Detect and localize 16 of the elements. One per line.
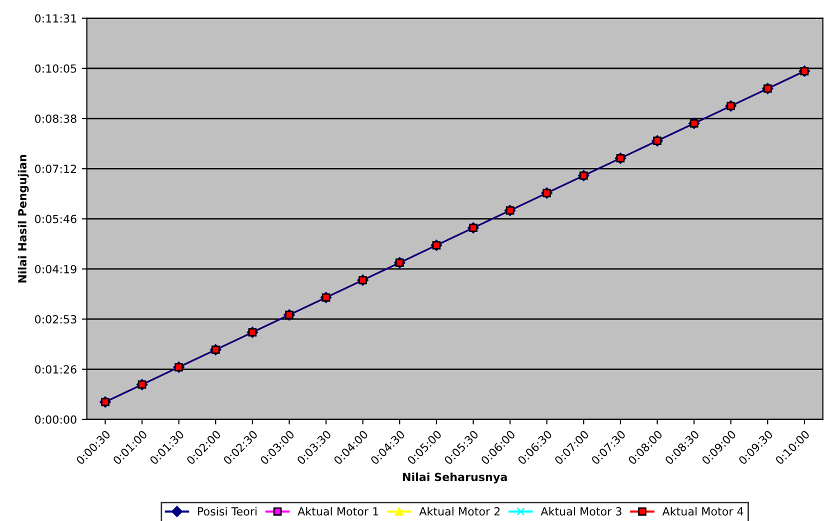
legend-label: Aktual Motor 4: [662, 506, 744, 516]
y-tick-label: 0:11:31: [35, 14, 76, 23]
legend-label: Posisi Teori: [198, 506, 257, 516]
legend-label: Aktual Motor 1: [298, 506, 378, 516]
legend-label: Aktual Motor 2: [419, 506, 500, 516]
y-tick-label: 0:10:05: [35, 64, 76, 73]
y-tick-label: 0:05:46: [35, 214, 76, 224]
y-tick-label: 0:04:19: [35, 264, 76, 274]
y-tick-label: 0:08:38: [35, 114, 76, 123]
y-tick-label: 0:00:00: [35, 415, 76, 424]
y-axis-title: Nilai Hasil Pengujian: [18, 154, 29, 283]
y-tick-label: 0:07:12: [35, 164, 76, 174]
x-axis-title: Nilai Seharusnya: [403, 472, 507, 484]
legend-label: Aktual Motor 3: [540, 506, 622, 516]
y-tick-label: 0:01:26: [35, 365, 76, 374]
y-tick-label: 0:02:53: [35, 315, 76, 324]
